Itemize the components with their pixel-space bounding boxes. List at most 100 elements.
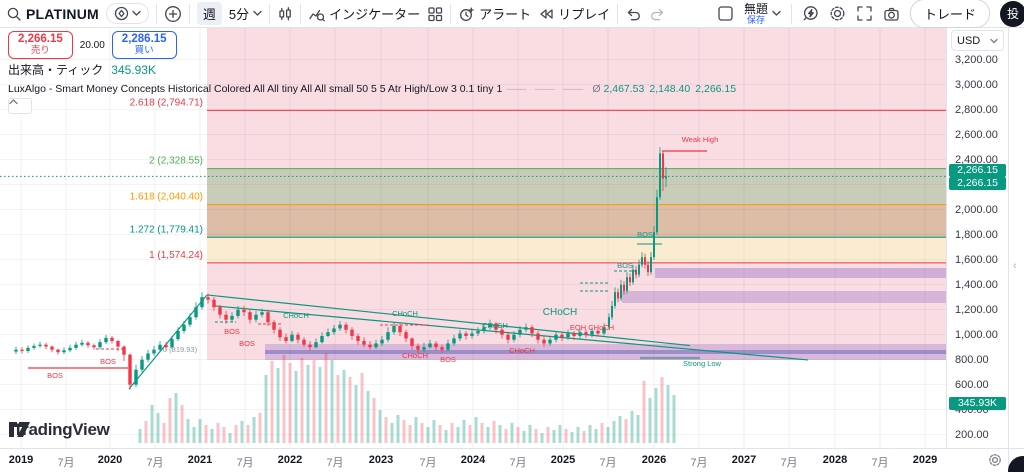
compare-add-button[interactable] [164,5,182,23]
indicator-value: 2,148.40 [649,83,691,95]
candle-body [440,347,444,350]
fullscreen-button[interactable] [856,5,873,22]
volume-bar [180,405,184,443]
save-label[interactable]: 保存 [746,14,765,25]
candle-body [386,332,390,340]
volume-legend-row[interactable]: 出来高・ティック 345.93K [8,61,156,78]
price-axis-tick: 2,800.00 [955,103,998,116]
candle-body [662,153,664,179]
indicators-button[interactable]: インジケーター [308,4,420,23]
price-axis[interactable]: USD 3,200.00 3,000.00 2,800.00 2,600.00 2,40… [946,28,1009,448]
candle-body [350,329,354,336]
settings-button[interactable] [829,5,846,22]
candle-body [164,344,168,348]
candle-body [653,232,655,258]
undo-button[interactable] [625,6,642,21]
indicator-legend-row[interactable]: LuxAlgo - Smart Money Concepts Historica… [8,81,741,96]
volume-bar [420,423,424,443]
candle-body [644,257,646,265]
volume-bar [522,431,526,443]
chart-style-button[interactable] [277,6,293,22]
trendline [128,294,208,390]
sell-button[interactable]: 2,266.15 売り [8,31,73,60]
candle-body [194,307,198,318]
symbol-market-selector[interactable] [105,3,149,24]
smc-annotation: BOS [637,230,653,239]
price-band [207,204,946,238]
volume-bar [348,377,352,443]
time-axis-year-label: 2028 [822,454,848,466]
smc-annotation: Strong Low [683,359,722,368]
redo-button[interactable] [649,6,666,21]
trade-button[interactable]: トレード [909,0,990,28]
buy-button[interactable]: 2,286.15 買い [111,31,177,60]
candle-body [230,315,234,320]
volume-bar [144,421,148,443]
candle-body [110,337,114,341]
flash-circle-icon [802,5,819,22]
volume-bar [558,425,562,443]
right-panel-strip[interactable]: ‹ [1008,28,1024,448]
alert-button[interactable]: アラート [458,4,531,23]
legend-dashes: —— —— —— [506,83,583,95]
volume-bar [618,416,622,443]
price-band [207,168,946,205]
toolbar-divider [188,3,190,24]
price-tag: 2,266.15 [949,164,1006,177]
symbol-search-button[interactable]: PLATINUM [6,6,99,22]
time-axis-year-label: 2022 [277,454,303,466]
quick-search-button[interactable] [802,5,819,22]
time-axis-year-label: 2025 [550,454,576,466]
time-axis-month-label: 7月 [599,457,617,469]
chart-pane[interactable]: 2.618 (2,794.71) 2 (2,328.55) 1.618 (2,040… [0,28,946,448]
candle-body [38,344,42,346]
indicator-templates-button[interactable] [427,6,443,22]
volume-bar [594,429,598,443]
legend-collapse-button[interactable] [8,98,32,114]
volume-bar [276,368,280,443]
spread-value: 20.00 [79,39,105,51]
currency-dropdown[interactable]: USD [951,30,1004,51]
volume-bar [606,427,610,443]
candle-body [632,269,634,283]
candle-body [494,323,498,330]
layout-title-button[interactable]: 無題 保存 [744,3,781,25]
volume-bar [450,423,454,443]
candle-body [146,353,150,360]
candle-body [200,297,204,308]
snapshot-button[interactable] [883,6,900,22]
volume-title: 出来高・ティック [8,63,104,77]
smc-annotation: BOS [617,261,633,270]
candle-body [332,328,336,333]
toolbar-right-group: 無題 保存 トレード 投 [717,0,1024,28]
floating-action-button[interactable] [1008,456,1024,472]
volume-bar [546,427,550,443]
time-axis[interactable]: 2019 7月 2020 7月 2021 7月 2022 7月 2023 7月 2024 7月 2025… [0,448,1008,472]
price-band [655,268,946,278]
candle-body [116,340,120,347]
timeframe-5min-button[interactable]: 5分 [229,4,262,23]
candle-body [32,345,36,348]
volume-bar [600,423,604,443]
replay-button[interactable]: リプレイ [538,4,610,23]
candle-body [62,350,66,353]
volume-bar [366,391,370,443]
order-panel: 2,266.15 売り 20.00 2,286.15 買い [8,31,177,60]
volume-bar [372,398,376,443]
layout-select-button[interactable] [717,5,734,22]
candle-body [560,334,564,338]
alarm-clock-icon [458,6,475,22]
publish-button[interactable]: 投 [1000,0,1024,27]
camera-icon [883,6,900,22]
timeframe-week-button[interactable]: 週 [196,2,222,25]
volume-bar [240,421,244,443]
candle-body [290,334,294,341]
time-axis-year-label: 2027 [731,454,757,466]
axis-settings-gear-icon[interactable] [988,453,1002,470]
volume-bar [300,358,304,443]
candle-body [338,324,342,329]
tradingview-logo[interactable]: TradingView [8,420,110,440]
currency-label: USD [957,34,981,47]
candle-body [638,264,640,275]
panel-toggle-handle[interactable]: ‹ [1013,260,1017,272]
